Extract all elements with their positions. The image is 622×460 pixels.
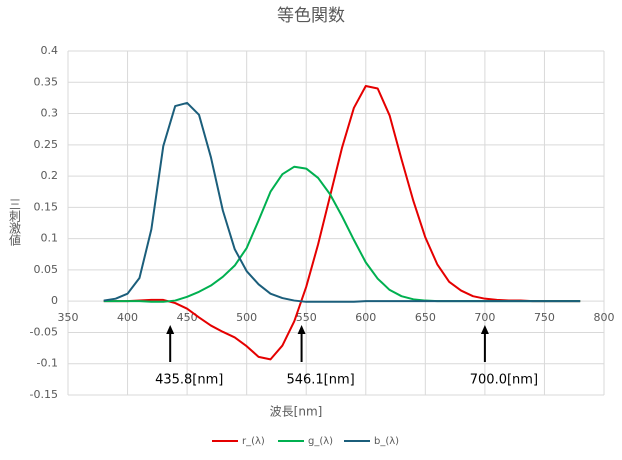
annotation: 700.0[nm] (470, 373, 538, 388)
y-tick-label: -0.05 (30, 325, 58, 338)
x-axis-label: 波長[nm] (270, 405, 323, 419)
x-tick-label: 600 (355, 311, 376, 324)
y-tick-label: 0.1 (41, 232, 59, 245)
y-tick-label: -0.15 (30, 388, 58, 401)
x-tick-label: 350 (58, 311, 79, 324)
series-line (103, 165, 581, 303)
y-tick-label: 0.05 (34, 263, 59, 276)
annotation-arrowhead (297, 325, 306, 334)
y-tick-label: 0.15 (34, 200, 59, 213)
series-line (103, 85, 581, 361)
x-tick-label: 800 (594, 311, 615, 324)
y-tick-label: 0.4 (41, 44, 59, 57)
legend-label: g_(λ) (308, 436, 333, 447)
y-axis-label: 三刺激値 (8, 198, 22, 246)
legend-label: b_(λ) (374, 436, 399, 447)
x-tick-label: 400 (117, 311, 138, 324)
x-tick-label: 750 (534, 311, 555, 324)
y-tick-label: -0.1 (37, 357, 58, 370)
y-tick-label: 0.25 (34, 138, 59, 151)
y-tick-label: 0 (51, 294, 58, 307)
x-tick-label: 500 (236, 311, 257, 324)
annotation-arrowhead (166, 325, 175, 334)
annotation: 435.8[nm] (155, 373, 223, 388)
y-tick-label: 0.3 (41, 107, 59, 120)
y-tick-label: 0.35 (34, 75, 59, 88)
annotation-arrowhead (480, 325, 489, 334)
x-tick-label: 450 (177, 311, 198, 324)
y-tick-label: 0.2 (41, 169, 59, 182)
x-tick-label: 650 (415, 311, 436, 324)
x-tick-label: 700 (474, 311, 495, 324)
legend-label: r_(λ) (242, 436, 265, 447)
series-line (103, 101, 581, 303)
chart-title: 等色関数 (277, 6, 345, 26)
x-tick-label: 550 (296, 311, 317, 324)
annotation: 546.1[nm] (286, 373, 354, 388)
